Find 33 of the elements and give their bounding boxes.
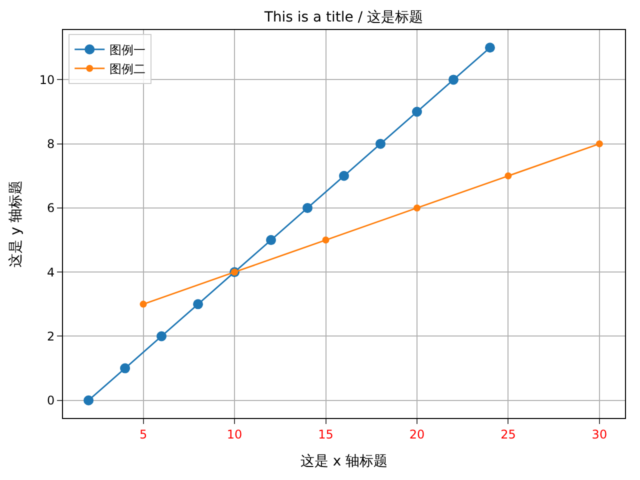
point [84, 395, 94, 406]
point [140, 300, 147, 308]
legend-label: 图例一 [110, 43, 146, 58]
point [322, 236, 330, 244]
y-tick-label: 0 [46, 394, 55, 408]
point [120, 363, 130, 374]
point [339, 170, 349, 181]
chart-title: This is a title / 这是标题 [263, 10, 424, 26]
y-tick-label: 6 [46, 201, 55, 216]
point [156, 331, 167, 342]
x-tick-label: 5 [139, 427, 148, 442]
x-axis-title: 这是 x 轴标题 [300, 454, 388, 470]
point [504, 172, 512, 180]
x-tick-label: 10 [226, 427, 242, 442]
x-tick-label: 15 [318, 427, 334, 442]
point [413, 204, 420, 212]
x-tick-label: 25 [500, 427, 516, 442]
x-tick-label: 30 [592, 427, 608, 442]
point [375, 138, 386, 149]
y-axis-title: 这是 y 轴标题 [8, 180, 24, 268]
point [596, 140, 603, 148]
point [484, 42, 495, 53]
y-tick-label: 8 [46, 137, 55, 152]
y-tick-label: 2 [46, 329, 55, 344]
point [412, 106, 422, 117]
point [302, 202, 313, 213]
legend-label: 图例二 [110, 62, 146, 76]
x-tick-label: 20 [409, 427, 425, 442]
point [448, 74, 458, 85]
point [193, 299, 204, 310]
point [266, 235, 276, 246]
y-tick-label: 10 [39, 72, 55, 87]
y-tick-label: 4 [46, 265, 55, 280]
